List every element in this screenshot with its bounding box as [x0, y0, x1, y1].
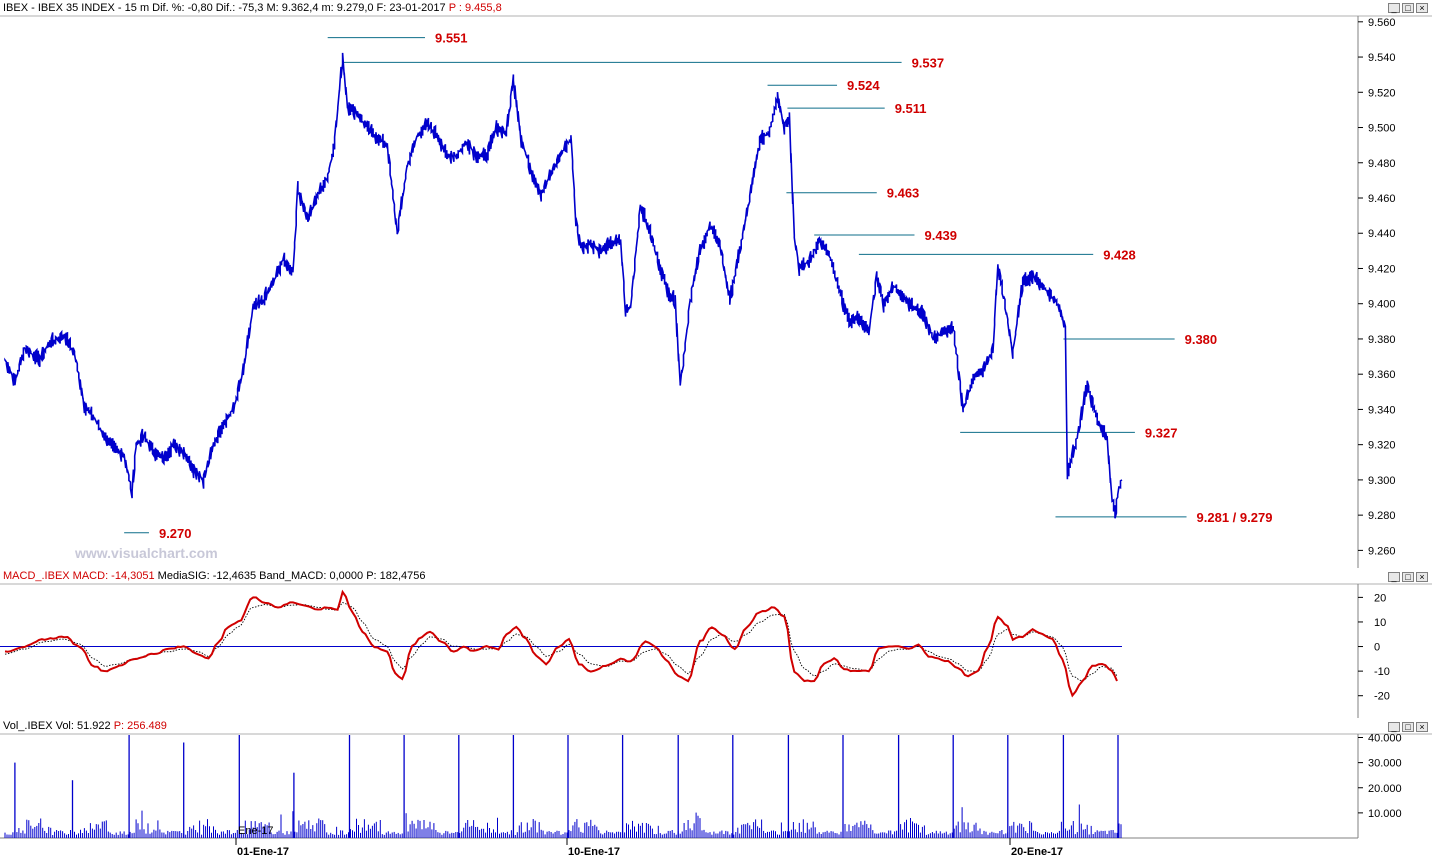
level-label-0: 9.551: [435, 31, 468, 46]
vol-tick-label-0: 40.000: [1368, 733, 1402, 745]
level-label-4: 9.463: [887, 186, 920, 201]
price-tick-label-10: 9.360: [1368, 369, 1396, 381]
price-tick-label-3: 9.500: [1368, 123, 1396, 135]
volume-bars: [4, 735, 1122, 838]
macd-y-axis: 20 10 0 -10 -20: [1358, 592, 1390, 703]
price-title-main: IBEX - IBEX 35 INDEX - 15 m Dif. %: -0,8…: [3, 2, 449, 14]
vol-title-p: P: 256.489: [110, 720, 167, 732]
macd-tick-label-2: 0: [1374, 642, 1380, 654]
level-label-2: 9.524: [847, 78, 880, 93]
vol-tick-label-3: 10.000: [1368, 808, 1402, 820]
price-tick-label-12: 9.320: [1368, 440, 1396, 452]
price-tick-label-15: 9.260: [1368, 545, 1396, 557]
macd-panel-title: MACD_.IBEX MACD: -14,3051 MediaSIG: -12,…: [3, 570, 426, 583]
vol-close-button[interactable]: ×: [1416, 722, 1428, 732]
vol-tick-label-2: 20.000: [1368, 783, 1402, 795]
price-tick-label-14: 9.280: [1368, 510, 1396, 522]
vol-maximize-button[interactable]: □: [1402, 722, 1414, 732]
time-tick-label-0: 01-Ene-17: [237, 846, 289, 857]
macd-maximize-button[interactable]: □: [1402, 572, 1414, 582]
level-label-8: 9.327: [1145, 425, 1178, 440]
price-tick-label-2: 9.520: [1368, 87, 1396, 99]
macd-title-main: MACD_.IBEX MACD: -14,3051: [3, 570, 155, 582]
macd-tick-label-1: 10: [1374, 617, 1386, 629]
macd-tick-label-3: -10: [1374, 666, 1390, 678]
macd-signal-line: [4, 601, 1118, 682]
volume-y-axis: 40.000 30.000 20.000 10.000: [1358, 733, 1402, 820]
price-close-button[interactable]: ×: [1416, 3, 1428, 13]
price-title-p: P : 9.455,8: [448, 2, 502, 14]
price-tick-label-0: 9.560: [1368, 17, 1396, 29]
price-y-axis: 9.560 9.540 9.520 9.500 9.480 9.460 9.440 9.420…: [1358, 17, 1396, 557]
time-x-axis: 01-Ene-17 10-Ene-17 20-Ene-17 Ene-17: [235, 825, 1063, 857]
price-levels: 9.551 9.537 9.524 9.511 9.463 9.439 9.428 9.380…: [124, 31, 1272, 541]
vol-title-main: Vol_.IBEX Vol: 51.922: [3, 720, 111, 732]
price-tick-label-9: 9.380: [1368, 334, 1396, 346]
price-tick-label-4: 9.480: [1368, 158, 1396, 170]
price-line: [4, 52, 1123, 519]
vol-panel-title: Vol_.IBEX Vol: 51.922 P: 256.489: [3, 720, 167, 733]
level-label-10: 9.270: [159, 526, 192, 541]
level-label-9: 9.281 / 9.279: [1197, 510, 1273, 525]
level-label-3: 9.511: [895, 101, 927, 116]
macd-series: [0, 589, 1122, 698]
macd-tick-label-0: 20: [1374, 592, 1386, 604]
price-tick-label-13: 9.300: [1368, 475, 1396, 487]
macd-line: [4, 589, 1118, 698]
macd-title-rest: MediaSIG: -12,4635 Band_MACD: 0,0000 P: …: [154, 570, 426, 582]
level-label-5: 9.439: [924, 228, 957, 243]
time-tick-label-1: 10-Ene-17: [568, 846, 620, 857]
macd-minimize-button[interactable]: _: [1388, 572, 1400, 582]
price-panel-title: IBEX - IBEX 35 INDEX - 15 m Dif. %: -0,8…: [3, 2, 502, 15]
level-label-7: 9.380: [1185, 332, 1218, 347]
vol-tick-label-1: 30.000: [1368, 758, 1402, 770]
price-tick-label-7: 9.420: [1368, 263, 1396, 275]
time-tick-label-2: 20-Ene-17: [1011, 846, 1063, 857]
price-tick-label-5: 9.460: [1368, 193, 1396, 205]
macd-tick-label-4: -20: [1374, 691, 1390, 703]
panel-frames: [0, 15, 1432, 839]
price-tick-label-6: 9.440: [1368, 228, 1396, 240]
price-maximize-button[interactable]: □: [1402, 3, 1414, 13]
price-tick-label-1: 9.540: [1368, 52, 1396, 64]
vol-minimize-button[interactable]: _: [1388, 722, 1400, 732]
price-tick-label-11: 9.340: [1368, 404, 1396, 416]
macd-close-button[interactable]: ×: [1416, 572, 1428, 582]
price-series: [4, 52, 1123, 519]
watermark: www.visualchart.com: [74, 545, 218, 561]
level-label-1: 9.537: [912, 55, 945, 70]
level-label-6: 9.428: [1103, 247, 1136, 262]
price-tick-label-8: 9.400: [1368, 299, 1396, 311]
price-minimize-button[interactable]: _: [1388, 3, 1400, 13]
time-extra-label: Ene-17: [238, 825, 273, 837]
